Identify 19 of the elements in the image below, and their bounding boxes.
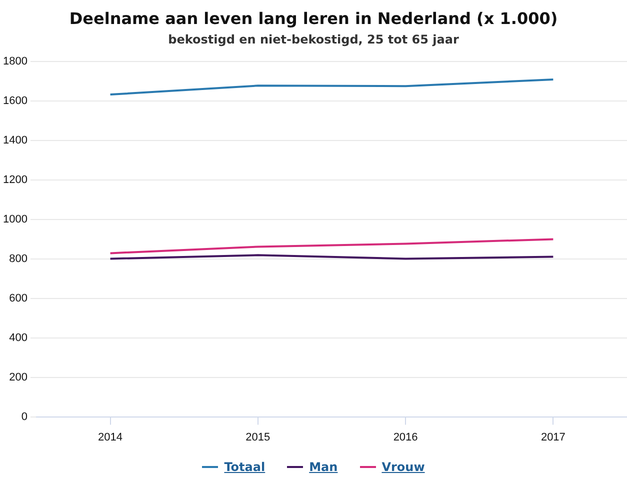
chart-title: Deelname aan leven lang leren in Nederland (x 1.000)	[69, 8, 558, 28]
y-tick-label: 1200	[2, 174, 28, 186]
y-tick-label: 0	[21, 410, 28, 423]
y-tick-label: 1000	[2, 214, 28, 226]
x-tick-label: 2014	[98, 431, 123, 444]
legend-label: Vrouw	[382, 460, 425, 474]
y-tick-label: 400	[9, 332, 28, 344]
legend-label: Totaal	[224, 460, 266, 474]
x-tick-label: 2017	[540, 431, 566, 444]
y-tick-label: 800	[9, 252, 28, 265]
y-tick-label: 1400	[2, 134, 28, 147]
legend-label: Man	[309, 460, 338, 474]
chart-subtitle: bekostigd en niet-bekostigd, 25 tot 65 jaar	[168, 32, 459, 47]
y-tick-label: 1800	[2, 56, 28, 68]
x-tick-label: 2016	[393, 431, 418, 444]
y-tick-label: 1600	[2, 95, 28, 108]
x-tick-label: 2015	[246, 431, 270, 444]
y-tick-label: 200	[9, 371, 28, 384]
y-tick-label: 600	[9, 292, 28, 304]
